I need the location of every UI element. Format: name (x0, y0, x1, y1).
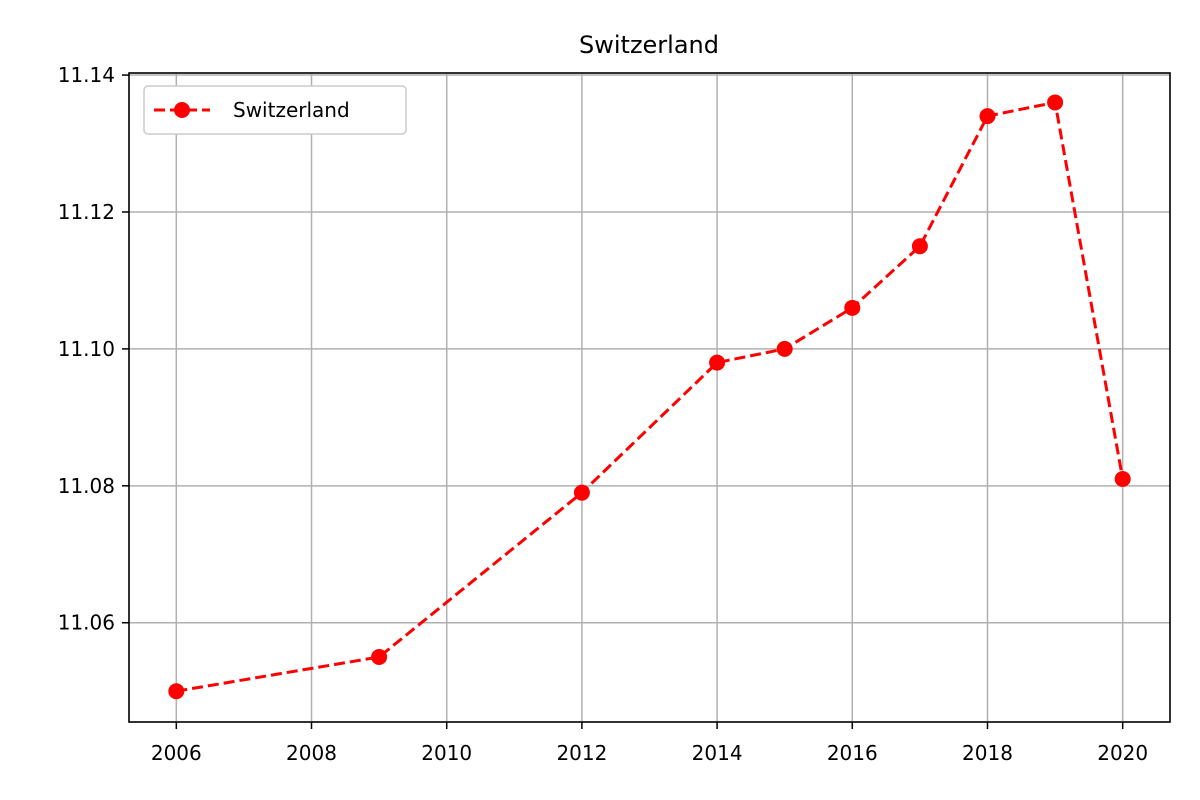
data-point (1114, 470, 1131, 487)
x-tick-label: 2020 (1097, 741, 1148, 765)
legend: Switzerland (143, 85, 407, 135)
series-layer (168, 94, 1131, 700)
data-point (911, 238, 928, 255)
series-line (176, 100, 1125, 693)
grid-layer (129, 73, 1170, 722)
data-point (573, 484, 590, 501)
chart-title: Switzerland (579, 31, 719, 59)
legend-marker (174, 102, 190, 118)
data-point (844, 299, 861, 316)
data-point (979, 108, 996, 125)
x-tick-label: 2006 (151, 741, 202, 765)
x-tick-label: 2018 (962, 741, 1013, 765)
data-point (709, 354, 726, 371)
x-tick-label: 2010 (421, 741, 472, 765)
x-tick-label: 2008 (286, 741, 337, 765)
data-point (776, 340, 793, 357)
data-point (168, 683, 185, 700)
y-tick-label: 11.14 (58, 63, 115, 87)
data-point (1047, 94, 1064, 111)
y-tick-label: 11.12 (58, 200, 115, 224)
y-tick-label: 11.10 (58, 337, 115, 361)
x-tick-label: 2012 (556, 741, 607, 765)
data-point (371, 648, 388, 665)
axis-layer: 2006 2008 2010 2012 2014 2016 2018 2020 11.06 11.… (58, 63, 1148, 765)
legend-label: Switzerland (233, 98, 350, 122)
x-tick-label: 2016 (827, 741, 878, 765)
y-tick-label: 11.08 (58, 474, 115, 498)
x-tick-label: 2014 (692, 741, 743, 765)
y-tick-label: 11.06 (58, 611, 115, 635)
plot-frame (128, 72, 1171, 723)
legend-box (143, 85, 407, 135)
